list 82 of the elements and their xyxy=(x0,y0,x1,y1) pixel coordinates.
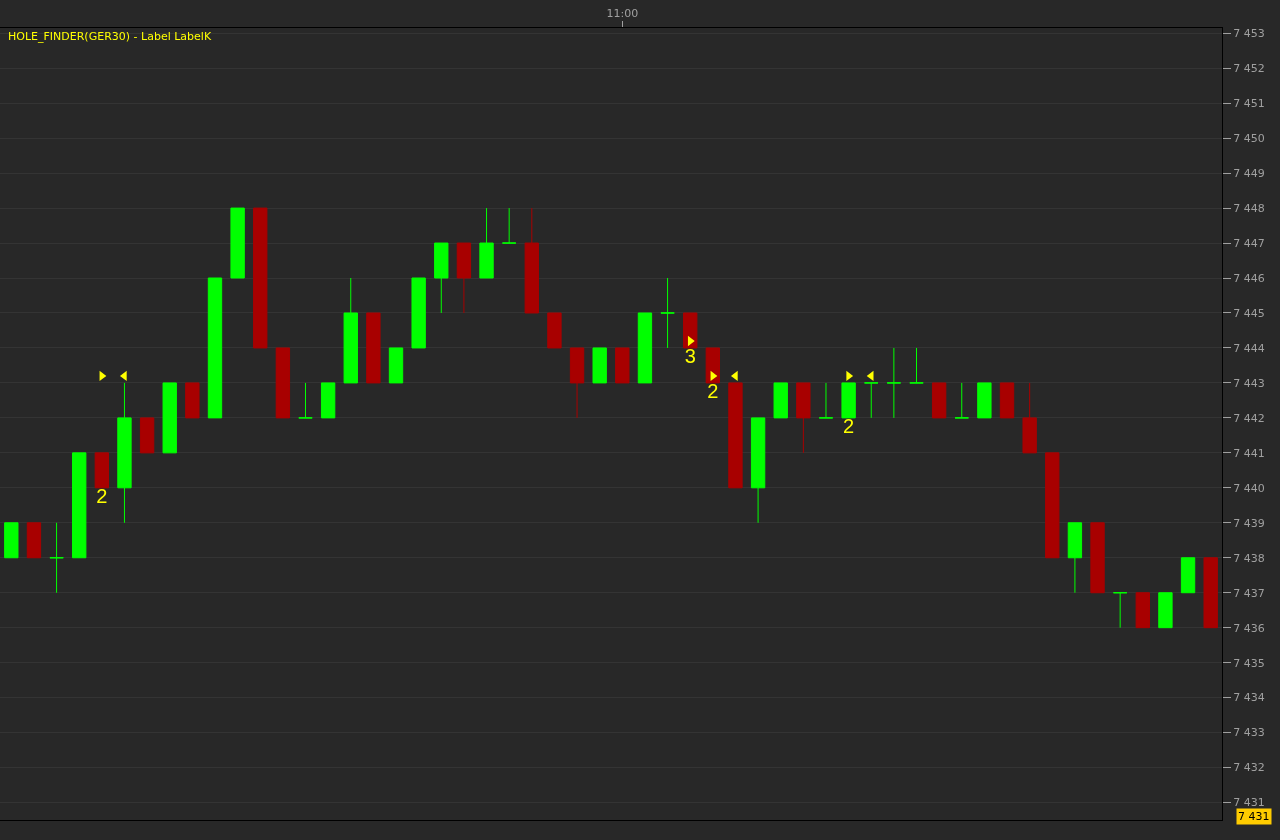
candlestick xyxy=(909,347,924,384)
y-tick-label: 7 439 xyxy=(1233,516,1265,530)
candlestick xyxy=(501,207,517,244)
candlestick xyxy=(773,382,788,419)
candlestick xyxy=(841,382,856,419)
candlestick xyxy=(864,382,879,419)
candlestick xyxy=(230,207,245,279)
candlestick xyxy=(637,312,653,384)
candlestick xyxy=(977,382,992,419)
candlestick xyxy=(931,382,947,419)
candlestick xyxy=(954,382,969,419)
candlestick xyxy=(592,347,607,384)
candlestick xyxy=(343,277,358,384)
candlestick xyxy=(1203,557,1218,629)
y-tick-label: 7 434 xyxy=(1233,691,1265,705)
candlestick xyxy=(1180,557,1196,594)
candlestick xyxy=(615,347,630,384)
y-tick-label: 7 442 xyxy=(1233,411,1265,425)
candlestick xyxy=(253,207,268,349)
candlestick xyxy=(1045,452,1060,559)
y-tick-label: 7 449 xyxy=(1233,166,1265,180)
candlestick xyxy=(4,522,19,559)
x-tick-label: 11:00 xyxy=(606,6,639,20)
candlestick xyxy=(185,382,200,419)
y-tick-label: 7 440 xyxy=(1233,481,1265,495)
y-tick-label: 7 450 xyxy=(1233,132,1265,145)
y-tick-label: 7 441 xyxy=(1233,446,1265,460)
candlestick xyxy=(796,382,811,454)
candlestick xyxy=(524,207,539,314)
y-tick-label: 7 433 xyxy=(1233,726,1265,740)
candlestick xyxy=(999,382,1015,419)
candlestick xyxy=(456,242,472,314)
candlestick xyxy=(818,382,834,419)
y-tick-label: 7 432 xyxy=(1233,761,1265,775)
candlestick xyxy=(72,452,87,559)
candlestick xyxy=(1067,522,1083,594)
y-tick-label: 7 444 xyxy=(1233,341,1265,355)
candlestick xyxy=(1112,592,1128,629)
candlestick xyxy=(660,277,675,349)
candlestick xyxy=(1158,592,1173,629)
candlestick xyxy=(320,382,336,419)
y-tick-label: 7 451 xyxy=(1233,97,1265,111)
candlestick xyxy=(547,312,562,349)
candlestick xyxy=(728,382,743,489)
text: 2 xyxy=(843,414,855,437)
y-tick-label: 7 446 xyxy=(1233,271,1265,285)
y-tick-label: 7 453 xyxy=(1233,27,1265,41)
candlestick xyxy=(683,312,698,349)
candlestick xyxy=(569,347,585,419)
candlestick xyxy=(26,522,42,559)
candlestick xyxy=(388,347,404,384)
candlestick xyxy=(1090,522,1105,594)
text: 2 xyxy=(707,379,719,402)
candlestick xyxy=(139,417,155,454)
candlestick xyxy=(479,207,494,279)
candlestick xyxy=(94,452,110,489)
candlestick xyxy=(162,382,177,454)
candlestick xyxy=(434,242,449,314)
candlestick xyxy=(207,277,223,419)
candlestick xyxy=(1135,592,1150,629)
candlestick xyxy=(366,312,381,384)
y-tick-label: 7 447 xyxy=(1233,236,1265,250)
candlestick xyxy=(1022,382,1037,454)
y-tick-label: 7 448 xyxy=(1233,201,1265,215)
candlestick xyxy=(750,417,766,524)
candlestick xyxy=(886,347,902,419)
y-tick-label: 7 435 xyxy=(1233,656,1265,670)
y-tick-label: 7 436 xyxy=(1233,621,1265,635)
y-tick-label: 7 431 xyxy=(1233,796,1265,810)
candlestick xyxy=(298,382,313,419)
candlestick xyxy=(49,522,64,594)
text: 3 xyxy=(684,344,696,367)
candlestick xyxy=(275,347,291,419)
y-tick-label: 7 438 xyxy=(1233,551,1265,565)
y-tick-label: 7 445 xyxy=(1233,306,1265,320)
y-tick-label: 7 443 xyxy=(1233,376,1265,390)
y-tick-label: 7 452 xyxy=(1233,62,1265,76)
candlestick xyxy=(117,382,132,524)
y-tick-label: 7 437 xyxy=(1233,586,1265,600)
candlestick xyxy=(411,277,426,349)
chart-title: HOLE_FINDER(GER30) - Label LabelK xyxy=(8,29,212,43)
text: 2 xyxy=(96,484,108,507)
